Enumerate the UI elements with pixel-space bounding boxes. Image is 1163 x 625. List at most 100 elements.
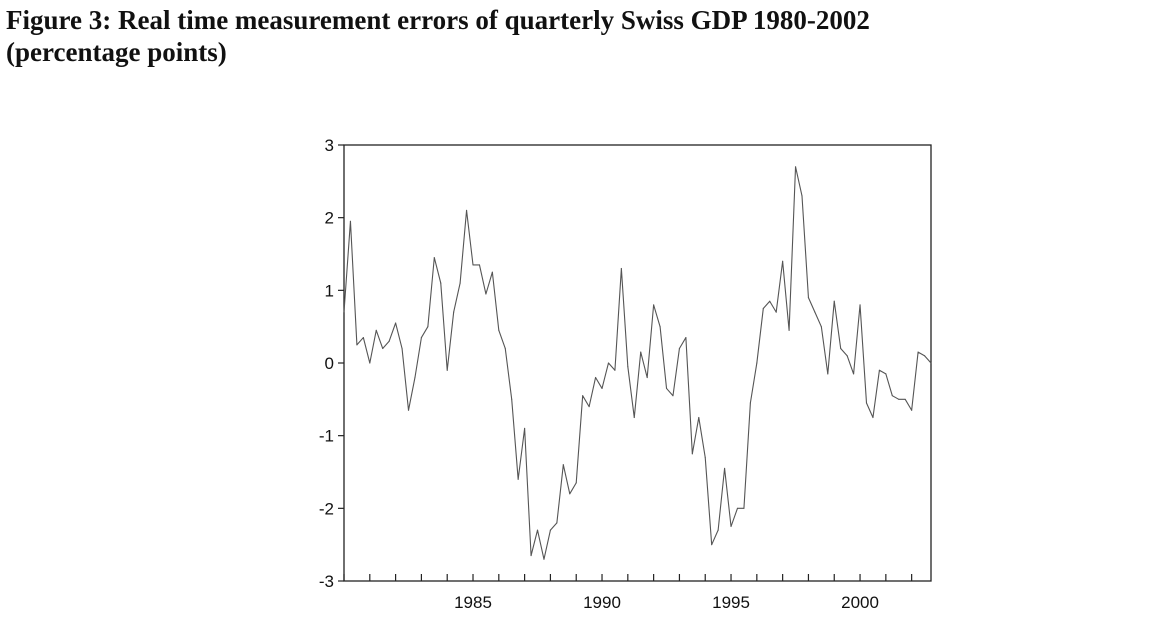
data-point (420, 336, 423, 339)
data-point (640, 351, 642, 353)
x-tick-label: 1990 (583, 593, 621, 612)
data-point (517, 478, 519, 480)
data-point (343, 311, 345, 313)
data-point (723, 467, 726, 469)
data-point (491, 271, 493, 273)
data-point (898, 398, 900, 400)
data-point (375, 329, 377, 331)
data-point (665, 387, 668, 390)
data-point (788, 329, 790, 331)
data-point (607, 362, 610, 364)
data-point (575, 482, 577, 484)
data-point (601, 387, 603, 390)
data-point (498, 329, 500, 331)
data-point (433, 257, 435, 259)
data-point (524, 427, 526, 429)
data-point (485, 293, 487, 295)
data-point (388, 340, 390, 342)
data-point (453, 311, 455, 313)
data-point (711, 544, 713, 546)
data-point (633, 416, 635, 419)
data-point (904, 398, 906, 400)
data-point (465, 209, 468, 211)
data-point (717, 529, 719, 531)
data-point (782, 260, 784, 262)
data-point (401, 347, 403, 350)
data-point (756, 362, 758, 364)
data-point (911, 409, 913, 411)
data-point (369, 362, 371, 364)
figure-title-line-2: (percentage points) (6, 37, 227, 67)
data-point (736, 507, 739, 509)
data-point (872, 416, 874, 419)
data-point (511, 398, 513, 400)
data-point (840, 347, 842, 350)
data-point (672, 395, 674, 397)
data-point (646, 376, 648, 379)
data-point (395, 322, 397, 324)
data-point (923, 355, 926, 357)
data-point (730, 525, 732, 528)
y-tick-label: -3 (319, 572, 334, 591)
y-tick-label: 3 (325, 136, 334, 155)
data-point (556, 522, 558, 524)
series-line (343, 166, 932, 560)
data-point (685, 336, 687, 339)
data-point (891, 395, 893, 397)
data-point (859, 304, 861, 306)
plot-area-frame (343, 144, 932, 582)
data-point (349, 220, 352, 222)
data-point (407, 409, 410, 411)
figure-title: Figure 3: Real time measurement errors o… (6, 4, 870, 68)
data-point (362, 336, 364, 339)
y-tick-label: -1 (319, 427, 334, 446)
x-tick-label: 1985 (454, 593, 492, 612)
data-point (917, 351, 919, 353)
data-point (814, 311, 816, 313)
data-point (749, 402, 751, 404)
data-point (691, 453, 693, 455)
y-tick-label: 2 (325, 209, 334, 228)
data-point (620, 267, 622, 270)
data-point (743, 507, 745, 509)
data-point (504, 347, 506, 350)
y-tick-label: 0 (325, 354, 334, 373)
data-point (833, 300, 835, 302)
data-point (536, 529, 539, 531)
data-point (762, 307, 764, 310)
data-point (478, 264, 481, 266)
data-point (769, 300, 771, 302)
data-point (794, 166, 797, 168)
data-point (472, 264, 474, 266)
data-point (446, 369, 448, 371)
data-point (459, 282, 461, 284)
data-point (549, 529, 552, 531)
data-point (588, 406, 590, 408)
figure-title-line-1: Figure 3: Real time measurement errors o… (6, 5, 870, 35)
data-point (530, 554, 532, 557)
data-point (356, 344, 358, 346)
data-point (678, 347, 681, 350)
data-point (653, 304, 655, 306)
x-tick-label: 2000 (841, 593, 879, 612)
data-point (807, 297, 810, 299)
data-point (627, 366, 629, 368)
data-point (659, 326, 661, 328)
data-point (414, 376, 416, 379)
data-point (614, 369, 616, 371)
data-point (562, 464, 564, 466)
x-axis: 1985 1990 1995 2000 (343, 574, 913, 612)
data-point (820, 326, 822, 328)
data-point (582, 395, 584, 397)
data-point (382, 347, 384, 350)
data-point (440, 282, 442, 284)
y-tick-label: -2 (319, 499, 334, 518)
data-point (698, 416, 700, 419)
data-point (885, 373, 887, 375)
data-point (704, 456, 706, 459)
data-point (594, 376, 597, 379)
data-point (846, 355, 848, 357)
y-axis: 3 2 1 0 -1 -2 -3 (319, 136, 344, 591)
data-point (801, 195, 803, 197)
